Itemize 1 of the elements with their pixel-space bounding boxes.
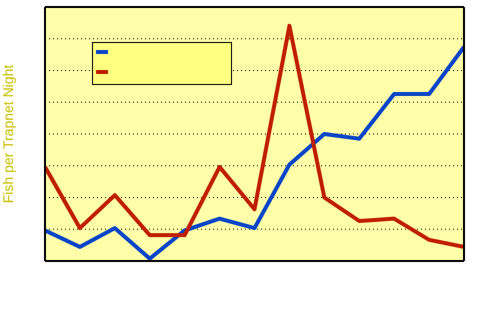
y-axis-title: Fish per Trapnet Night <box>0 64 16 204</box>
